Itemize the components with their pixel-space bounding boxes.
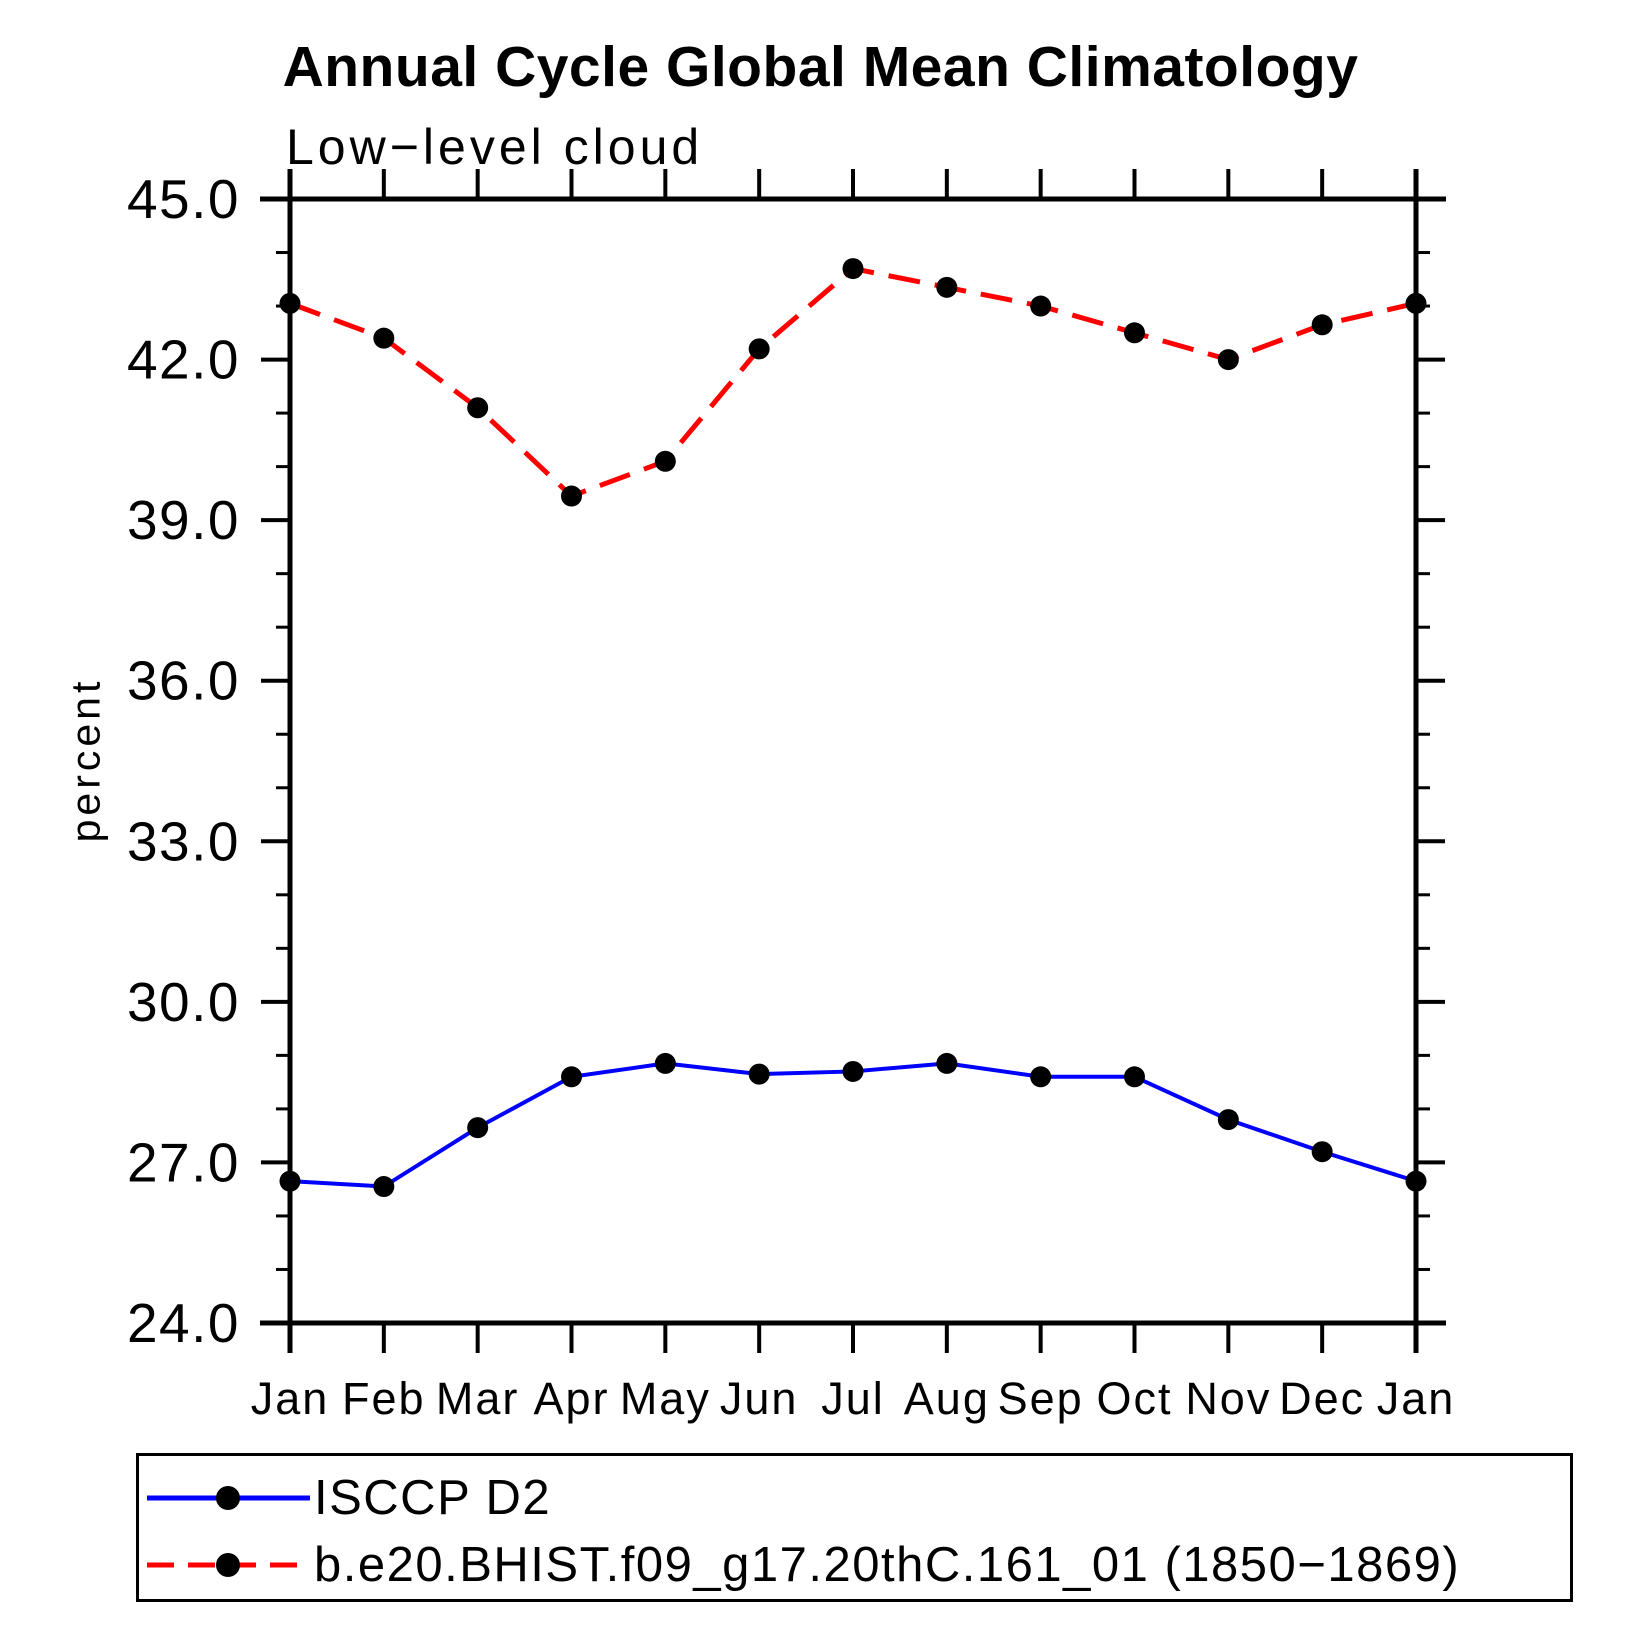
legend-box: ISCCP D2 b.e20.BHIST.f09_g17.20thC.161_0… bbox=[136, 1453, 1573, 1602]
x-tick-label: Aug bbox=[904, 1373, 990, 1424]
data-point-marker bbox=[1217, 1109, 1239, 1131]
y-tick-label: 45.0 bbox=[127, 168, 240, 230]
y-tick-label: 42.0 bbox=[127, 329, 240, 391]
data-point-marker bbox=[654, 1052, 676, 1074]
data-point-marker bbox=[1030, 295, 1052, 317]
legend-label-isccp: ISCCP D2 bbox=[314, 1470, 552, 1525]
data-point-marker bbox=[1311, 314, 1333, 336]
data-point-marker bbox=[561, 485, 582, 507]
x-tick-label: Mar bbox=[436, 1373, 520, 1424]
legend-item-model: b.e20.BHIST.f09_g17.20thC.161_01 (1850−1… bbox=[142, 1538, 1460, 1592]
data-point-marker bbox=[1405, 1170, 1427, 1192]
x-tick-label: Dec bbox=[1279, 1373, 1365, 1424]
x-tick-label: Jul bbox=[821, 1373, 885, 1424]
y-tick-label: 24.0 bbox=[127, 1292, 240, 1354]
data-point-marker bbox=[1030, 1066, 1052, 1088]
chart-subtitle: Low−level cloud bbox=[286, 119, 704, 175]
x-tick-label: Jan bbox=[251, 1373, 330, 1424]
y-tick-label: 30.0 bbox=[127, 971, 240, 1033]
data-point-marker bbox=[279, 1170, 301, 1192]
legend-line-sample-model bbox=[147, 1553, 310, 1577]
data-point-marker bbox=[561, 1066, 582, 1088]
x-tick-label: Jan bbox=[1377, 1373, 1456, 1424]
legend-marker-model bbox=[216, 1553, 240, 1577]
data-point-marker bbox=[467, 1117, 489, 1139]
data-point-marker bbox=[748, 338, 770, 360]
data-point-marker bbox=[373, 327, 395, 349]
data-point-marker bbox=[1405, 292, 1427, 314]
y-tick-label: 27.0 bbox=[127, 1131, 240, 1193]
data-point-marker bbox=[842, 1060, 864, 1082]
x-tick-label: Sep bbox=[998, 1373, 1084, 1424]
y-tick-label: 36.0 bbox=[127, 650, 240, 712]
legend-label-model: b.e20.BHIST.f09_g17.20thC.161_01 (1850−1… bbox=[314, 1537, 1461, 1592]
data-point-marker bbox=[467, 397, 489, 419]
data-point-marker bbox=[279, 292, 301, 314]
chart-title: Annual Cycle Global Mean Climatology bbox=[282, 35, 1359, 99]
data-point-marker bbox=[654, 450, 676, 472]
data-point-marker bbox=[1311, 1141, 1333, 1163]
y-tick-label: 33.0 bbox=[127, 810, 240, 872]
legend-item-isccp: ISCCP D2 bbox=[142, 1471, 551, 1525]
x-tick-label: May bbox=[620, 1373, 711, 1424]
x-tick-label: Apr bbox=[533, 1373, 609, 1424]
data-point-marker bbox=[936, 276, 958, 298]
data-point-marker bbox=[373, 1176, 395, 1198]
legend-marker-isccp bbox=[216, 1486, 240, 1510]
data-point-marker bbox=[936, 1052, 958, 1074]
y-tick-label: 39.0 bbox=[127, 489, 240, 551]
legend-line-sample-isccp bbox=[147, 1486, 310, 1510]
x-tick-label: Nov bbox=[1185, 1373, 1271, 1424]
series-line-model bbox=[289, 265, 1417, 499]
data-point-marker bbox=[1124, 1066, 1145, 1088]
data-point-marker bbox=[1217, 349, 1239, 371]
x-tick-label: Oct bbox=[1096, 1373, 1172, 1424]
x-tick-label: Feb bbox=[342, 1373, 426, 1424]
x-tick-label: Jun bbox=[720, 1373, 799, 1424]
data-point-marker bbox=[1124, 322, 1145, 344]
data-point-marker bbox=[842, 258, 864, 280]
data-point-marker bbox=[748, 1063, 770, 1085]
